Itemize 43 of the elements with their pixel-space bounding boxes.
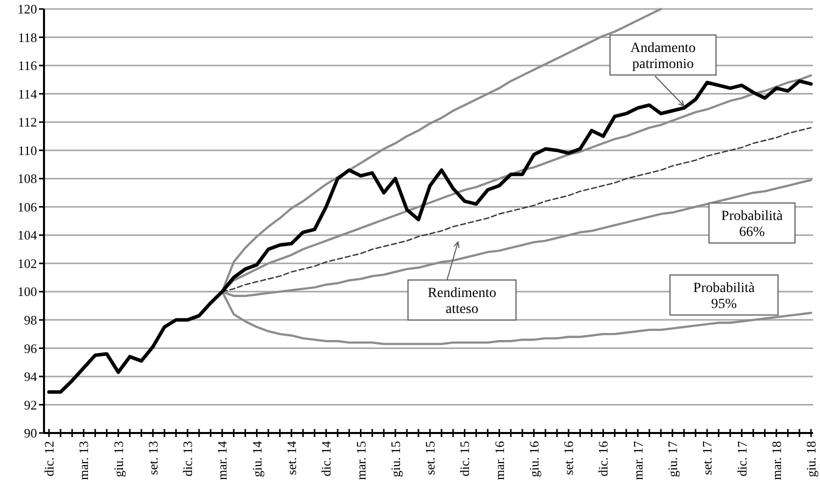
y-tick-label: 118	[18, 30, 37, 45]
y-tick-label: 116	[18, 58, 38, 74]
y-tick-label: 98	[24, 312, 37, 328]
x-tick-label: giu. 16	[526, 440, 542, 478]
x-tick-label: dic. 14	[318, 440, 334, 476]
y-tick-label: 110	[18, 142, 37, 158]
y-tick-label: 120	[18, 2, 37, 17]
x-tick-label: dic. 15	[457, 441, 472, 476]
x-tick-label: set. 14	[284, 440, 300, 475]
x-tick-label: mar. 13	[76, 441, 92, 480]
y-tick-label: 104	[18, 228, 38, 243]
x-tick-label: mar. 17	[630, 440, 646, 480]
x-tick-label: set. 16	[561, 440, 576, 475]
x-tick-label: dic. 16	[596, 440, 611, 476]
y-tick-label: 90	[24, 426, 37, 441]
x-tick-label: dic. 13	[180, 441, 196, 476]
x-tick-label: mar. 16	[492, 440, 507, 480]
y-tick-label: 114	[18, 86, 38, 102]
x-tick-label: dic. 17	[734, 440, 750, 476]
y-tick-label: 92	[24, 397, 37, 412]
x-tick-label: giu. 13	[110, 441, 126, 478]
annotation: Rendimento atteso	[428, 286, 496, 317]
x-tick-label: giu. 15	[388, 441, 403, 478]
annotation: Probabilità 95%	[693, 280, 756, 312]
y-tick-label: 112	[18, 114, 37, 130]
x-tick-label: mar. 18	[768, 441, 784, 480]
x-tick-label: giu. 18	[804, 441, 819, 478]
x-tick-label: set. 13	[145, 441, 160, 475]
x-tick-label: giu. 17	[665, 440, 680, 478]
x-tick-label: mar. 14	[214, 440, 230, 480]
y-tick-label: 96	[24, 340, 38, 356]
x-tick-label: set. 17	[700, 440, 715, 475]
y-tick-label: 106	[18, 199, 38, 214]
x-tick-label: giu. 14	[249, 440, 264, 478]
x-tick-label: dic. 12	[42, 441, 57, 476]
y-tick-label: 94	[24, 369, 38, 384]
x-tick-label: mar. 15	[353, 441, 368, 480]
y-tick-label: 102	[18, 256, 37, 271]
annotation: Andamento patrimonio	[630, 40, 696, 72]
annotation: Probabilità 66%	[721, 208, 784, 240]
x-tick-label: set. 15	[422, 441, 438, 475]
y-tick-label: 100	[18, 284, 37, 300]
y-tick-label: 108	[18, 171, 37, 186]
